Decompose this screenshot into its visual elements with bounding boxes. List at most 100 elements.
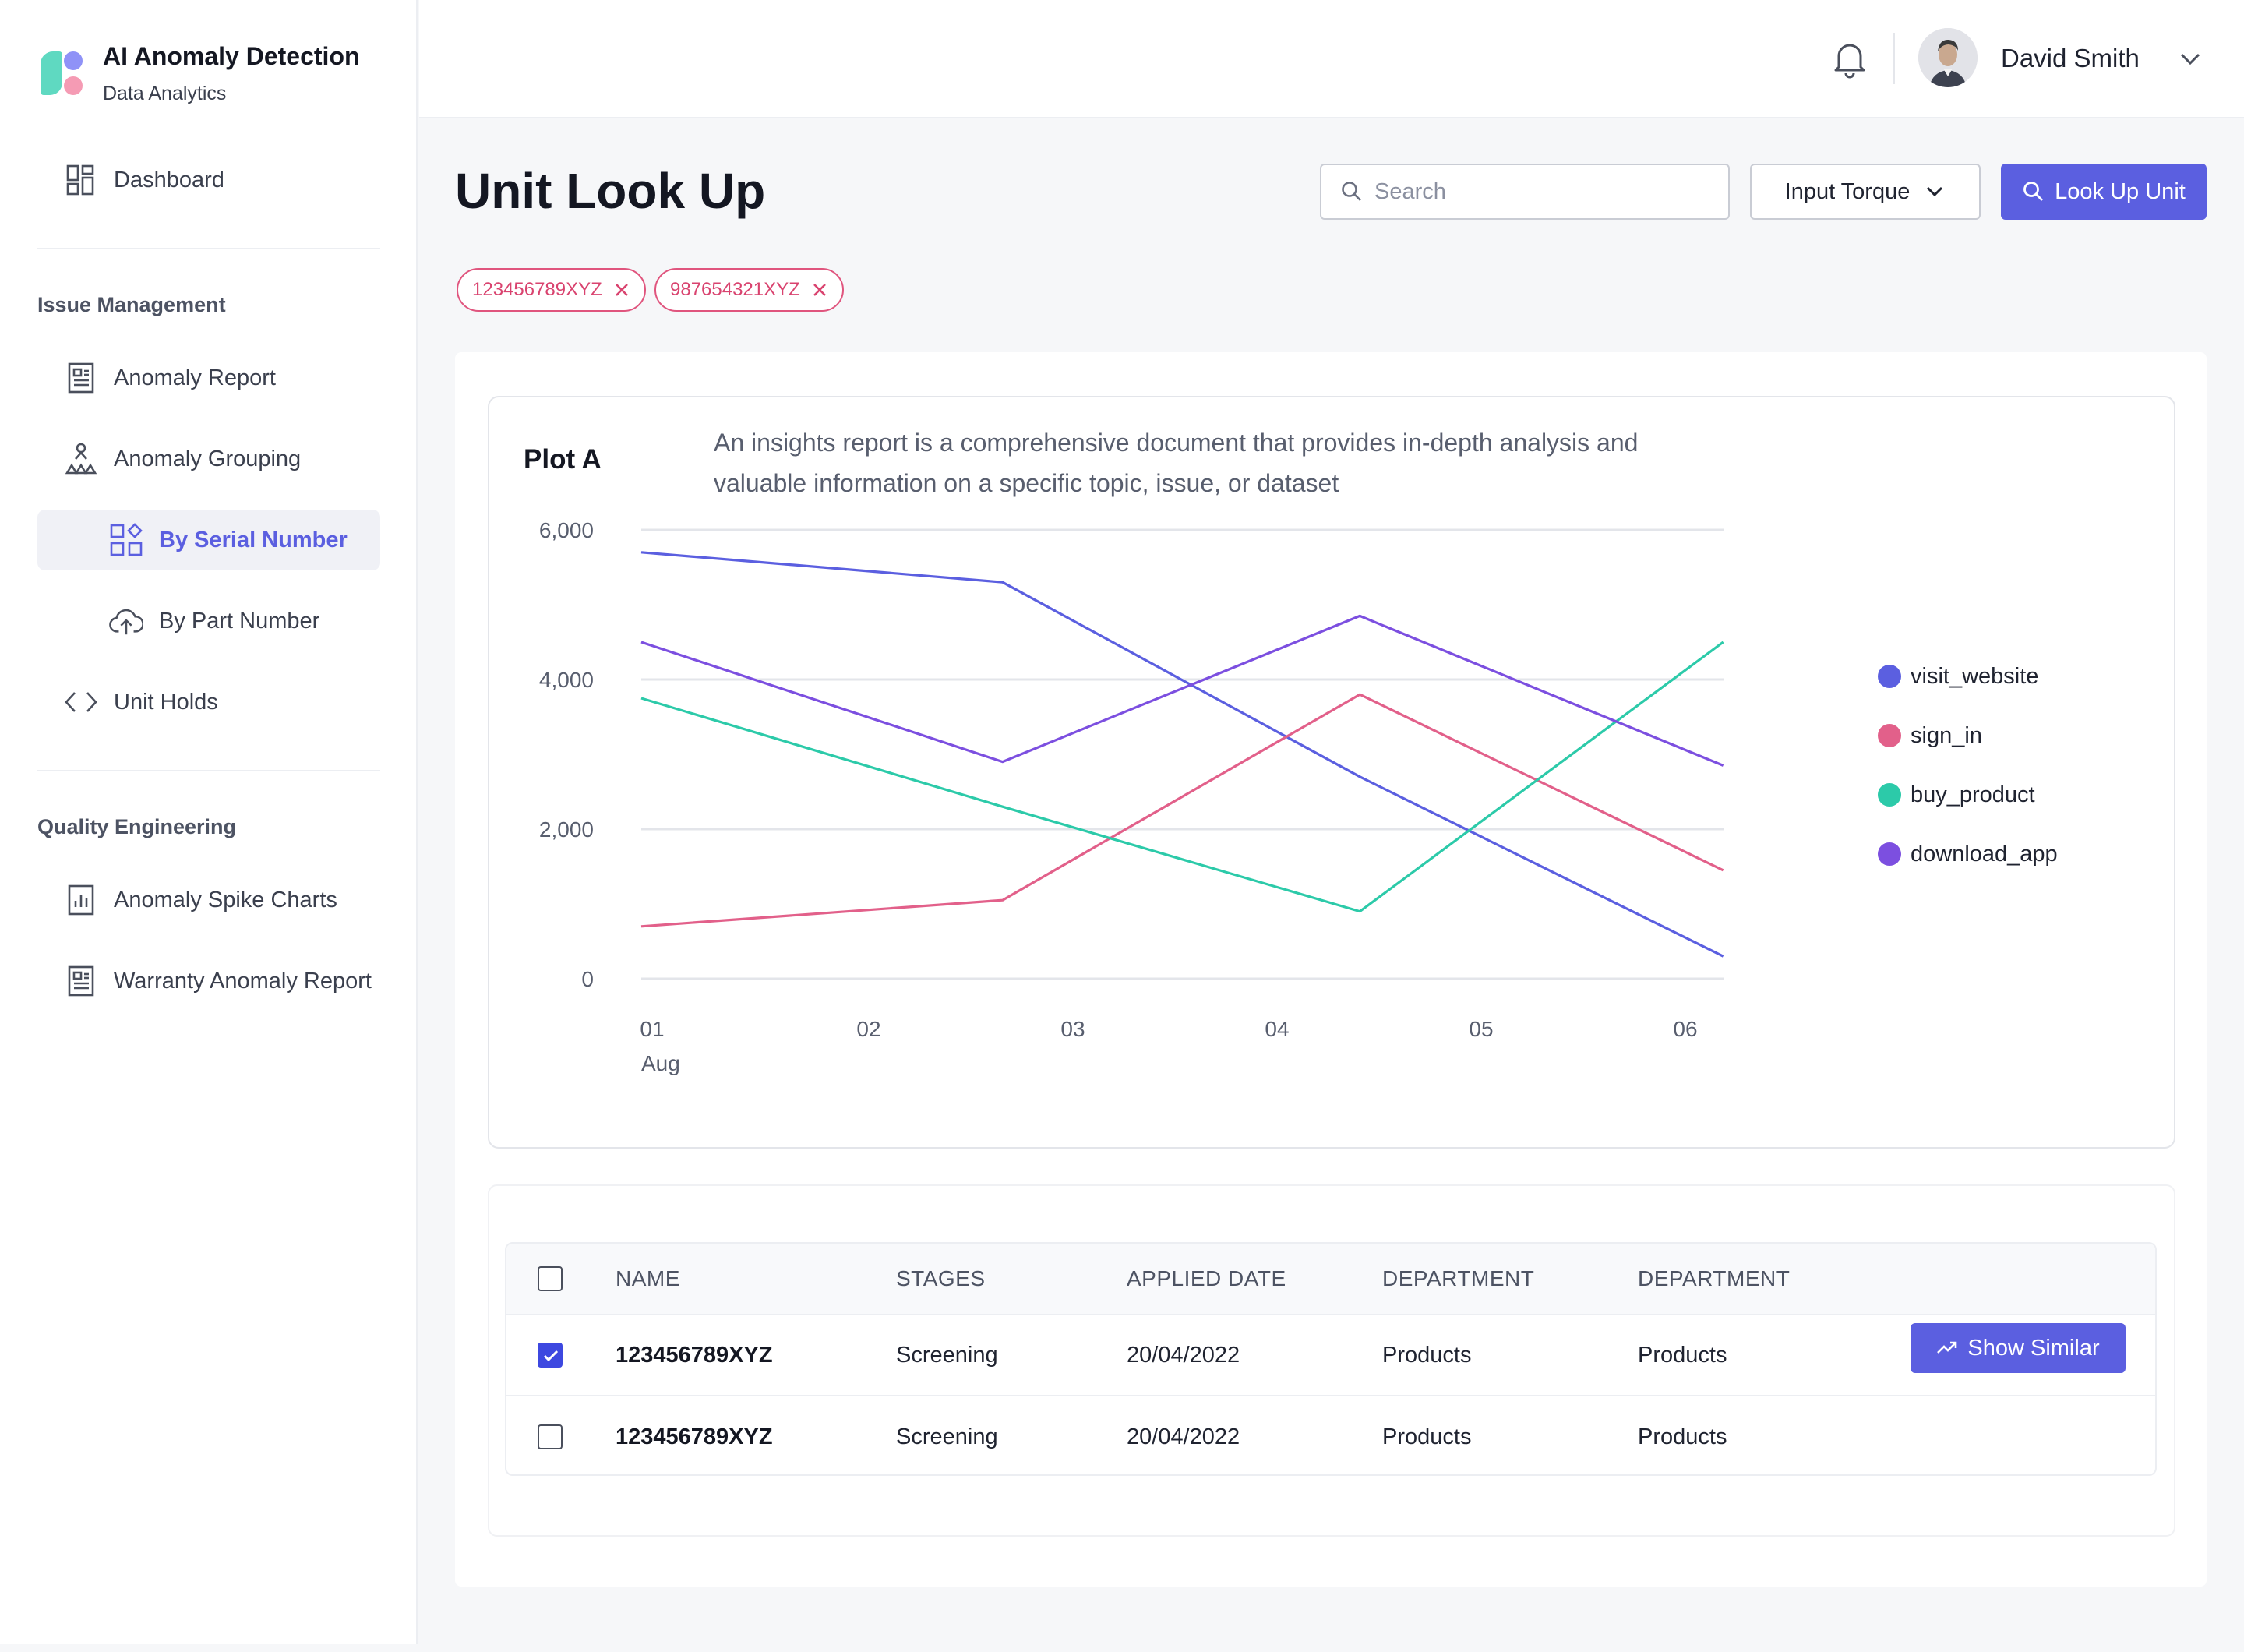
units-table: NAME STAGES APPLIED DATE DEPARTMENT DEPA… xyxy=(505,1242,2157,1476)
table-row[interactable]: 123456789XYZ Screening 20/04/2022 Produc… xyxy=(506,1396,2155,1474)
look-up-unit-label: Look Up Unit xyxy=(2055,178,2186,204)
brand-title: AI Anomaly Detection xyxy=(103,42,360,70)
sidebar-item-anomaly-spike-charts[interactable]: Anomaly Spike Charts xyxy=(37,870,380,930)
sidebar-item-by-serial-number[interactable]: By Serial Number xyxy=(37,510,380,570)
column-header-name[interactable]: NAME xyxy=(616,1266,680,1290)
top-bar: David Smith xyxy=(419,0,2244,118)
cell-department: Products xyxy=(1382,1342,1472,1368)
close-icon[interactable] xyxy=(613,281,630,298)
series-line-sign-in xyxy=(640,693,1724,928)
column-header-stages[interactable]: STAGES xyxy=(896,1266,986,1290)
report-icon xyxy=(64,361,98,395)
column-header-department[interactable]: DEPARTMENT xyxy=(1382,1266,1535,1290)
plot-description: An insights report is a comprehensive do… xyxy=(714,429,1639,497)
grouping-icon xyxy=(64,442,98,476)
close-icon[interactable] xyxy=(811,281,828,298)
brand-subtitle: Data Analytics xyxy=(103,83,227,104)
sidebar-item-unit-holds[interactable]: Unit Holds xyxy=(37,672,380,732)
topbar-divider xyxy=(1893,33,1895,84)
cell-department: Products xyxy=(1638,1424,1727,1449)
y-tick-label: 6,000 xyxy=(539,518,594,542)
series-line-buy-product xyxy=(640,641,1724,913)
brand-logo xyxy=(41,47,90,95)
cell-department: Products xyxy=(1638,1342,1727,1368)
column-header-department[interactable]: DEPARTMENT xyxy=(1638,1266,1791,1290)
legend-item-visit-website[interactable]: visit_website xyxy=(1878,647,2058,706)
search-icon xyxy=(1342,182,1361,201)
sidebar-item-label: By Part Number xyxy=(159,608,320,634)
x-tick-label: 06 xyxy=(1673,1017,1697,1041)
user-name[interactable]: David Smith xyxy=(2001,44,2140,72)
x-tick-label: 01 xyxy=(640,1017,664,1041)
chevron-down-icon xyxy=(1927,186,1943,197)
line-chart: 6,000 4,000 2,000 0 01 02 03 04 05 06 Aug xyxy=(539,518,1724,1075)
legend-dot xyxy=(1878,665,1901,688)
chart-legend: visit_website sign_in buy_product downlo… xyxy=(1878,647,2058,884)
sidebar: AI Anomaly Detection Data Analytics Dash… xyxy=(0,0,418,1644)
grid-shapes-icon xyxy=(109,523,143,557)
page-title: Unit Look Up xyxy=(455,163,766,219)
row-checkbox[interactable] xyxy=(538,1424,563,1449)
x-tick-label: 05 xyxy=(1469,1017,1493,1041)
parameter-dropdown[interactable]: Input Torque xyxy=(1750,164,1981,220)
sidebar-item-label: Anomaly Report xyxy=(114,365,276,390)
dropdown-value: Input Torque xyxy=(1784,178,1911,204)
legend-dot xyxy=(1878,842,1901,866)
sidebar-item-label: Anomaly Grouping xyxy=(114,446,302,471)
sidebar-item-anomaly-grouping[interactable]: Anomaly Grouping xyxy=(37,429,380,489)
sidebar-item-by-part-number[interactable]: By Part Number xyxy=(37,591,380,651)
bell-icon[interactable] xyxy=(1829,37,1870,79)
report-icon xyxy=(64,964,98,998)
sidebar-item-anomaly-report[interactable]: Anomaly Report xyxy=(37,348,380,408)
sidebar-divider xyxy=(37,770,380,771)
look-up-unit-button[interactable]: Look Up Unit xyxy=(2001,164,2207,220)
sidebar-item-label: By Serial Number xyxy=(159,527,348,552)
trending-up-icon xyxy=(1937,1341,1957,1354)
chip-label: 123456789XYZ xyxy=(472,279,602,300)
series-line-visit-website xyxy=(640,551,1724,958)
sidebar-item-dashboard[interactable]: Dashboard xyxy=(37,150,380,210)
serial-chip: 123456789XYZ xyxy=(457,268,646,312)
bar-chart-icon xyxy=(64,883,98,917)
sidebar-item-label: Warranty Anomaly Report xyxy=(114,968,372,994)
avatar[interactable] xyxy=(1918,28,1978,87)
cell-stage: Screening xyxy=(896,1424,998,1449)
cell-applied-date: 20/04/2022 xyxy=(1127,1342,1240,1368)
legend-item-sign-in[interactable]: sign_in xyxy=(1878,706,2058,765)
table-header: NAME STAGES APPLIED DATE DEPARTMENT DEPA… xyxy=(506,1244,2155,1315)
check-icon xyxy=(543,1350,559,1362)
chevron-down-icon[interactable] xyxy=(2177,47,2203,70)
dashboard-icon xyxy=(64,163,98,197)
chart-card xyxy=(488,396,2175,1149)
x-tick-sublabel: Aug xyxy=(641,1051,680,1075)
select-all-cell xyxy=(538,1244,563,1314)
legend-label: download_app xyxy=(1911,841,2058,867)
select-all-checkbox[interactable] xyxy=(538,1266,563,1291)
legend-label: buy_product xyxy=(1911,782,2035,807)
cell-applied-date: 20/04/2022 xyxy=(1127,1424,1240,1449)
cloud-upload-icon xyxy=(109,604,143,638)
search-icon xyxy=(2023,182,2044,201)
y-tick-label: 4,000 xyxy=(539,668,594,692)
x-tick-label: 04 xyxy=(1265,1017,1289,1041)
row-checkbox-checked[interactable] xyxy=(538,1343,563,1368)
x-tick-label: 03 xyxy=(1060,1017,1085,1041)
legend-item-buy-product[interactable]: buy_product xyxy=(1878,765,2058,824)
sidebar-item-label: Anomaly Spike Charts xyxy=(114,887,337,912)
cell-name: 123456789XYZ xyxy=(616,1424,773,1449)
legend-item-download-app[interactable]: download_app xyxy=(1878,824,2058,884)
y-tick-label: 0 xyxy=(581,967,594,991)
table-row[interactable]: 123456789XYZ Screening 20/04/2022 Produc… xyxy=(506,1315,2155,1396)
show-similar-button[interactable]: Show Similar xyxy=(1911,1323,2126,1373)
chip-label: 987654321XYZ xyxy=(670,279,800,300)
row-select-cell xyxy=(538,1396,563,1474)
cell-name: 123456789XYZ xyxy=(616,1342,773,1368)
column-header-applied-date[interactable]: APPLIED DATE xyxy=(1127,1266,1286,1290)
sidebar-item-warranty-anomaly-report[interactable]: Warranty Anomaly Report xyxy=(37,951,380,1011)
search-input[interactable] xyxy=(1374,178,1717,205)
y-tick-label: 2,000 xyxy=(539,817,594,842)
legend-dot xyxy=(1878,783,1901,807)
series-line-download-app xyxy=(640,614,1724,767)
show-similar-label: Show Similar xyxy=(1967,1335,2100,1361)
search-field[interactable] xyxy=(1320,164,1730,220)
